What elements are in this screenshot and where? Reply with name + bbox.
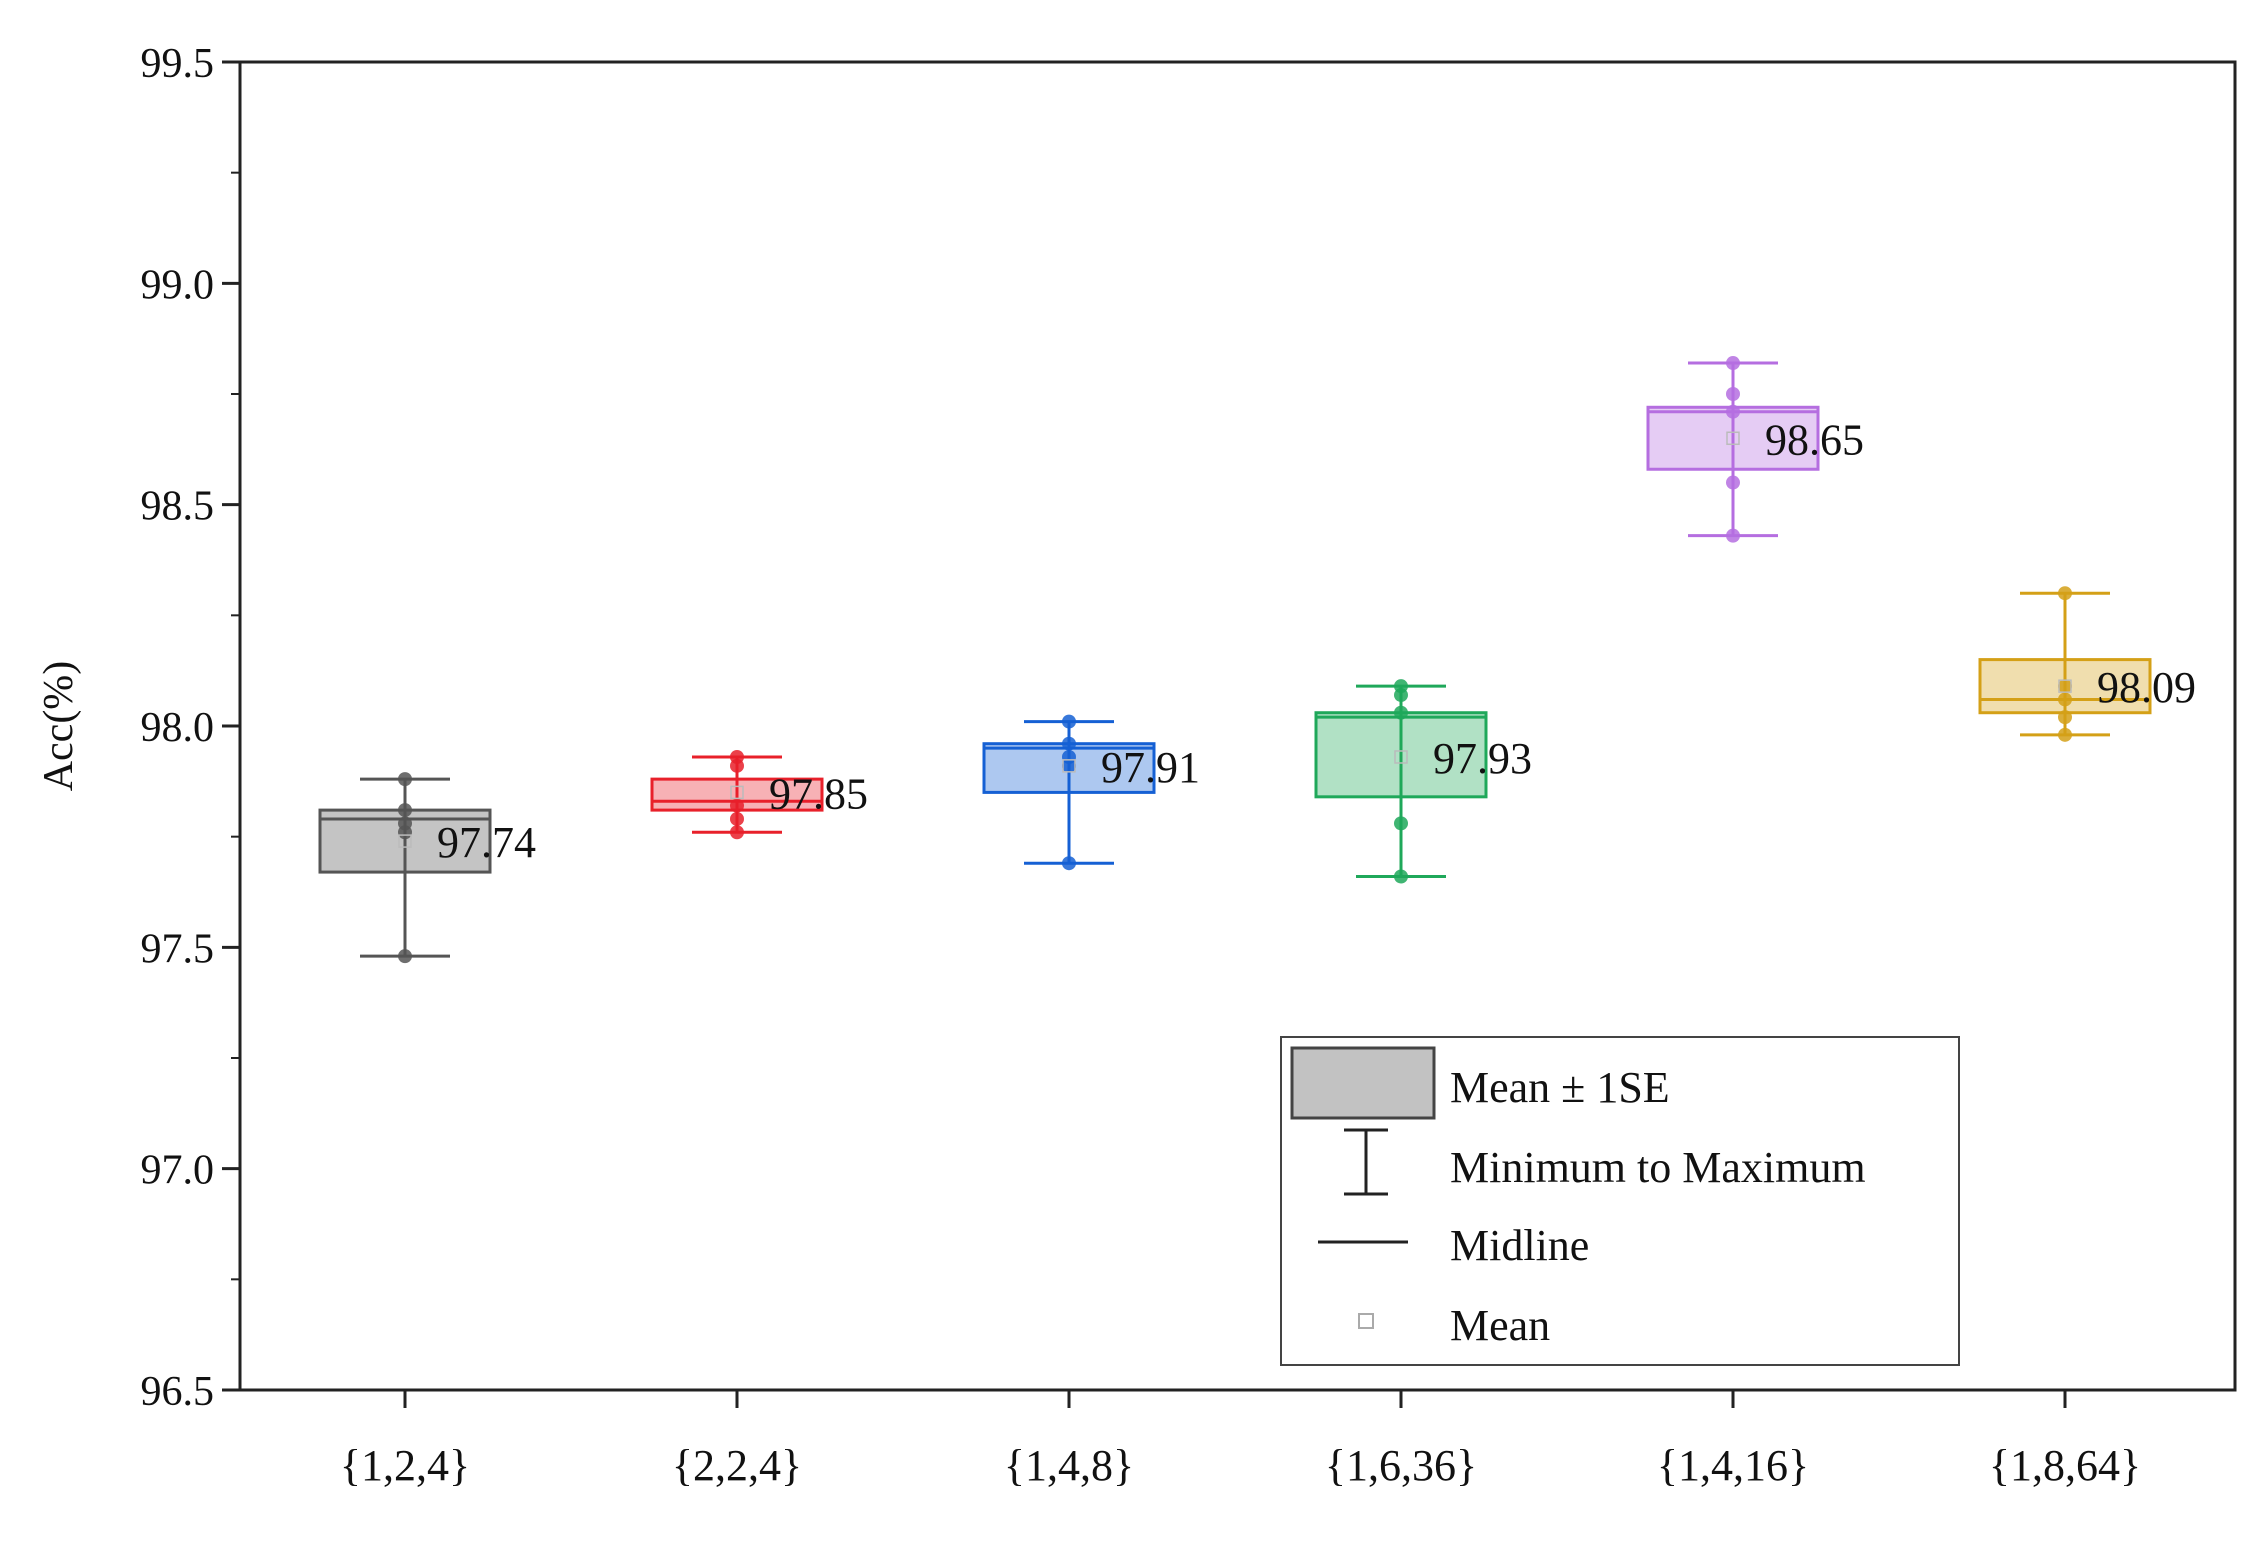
data-point <box>1394 679 1408 694</box>
mean-label: 98.09 <box>2097 663 2196 712</box>
x-tick-label: {1,8,64} <box>1989 1441 2141 1490</box>
y-axis-label: Acc(%) <box>36 661 82 792</box>
data-point <box>398 949 412 964</box>
data-point <box>730 749 744 764</box>
y-tick-label: 97.5 <box>141 926 215 972</box>
mean-marker <box>1394 750 1408 764</box>
data-point <box>730 798 744 813</box>
y-tick-label: 98.5 <box>141 484 215 530</box>
data-point <box>730 811 744 826</box>
data-point <box>2058 692 2072 707</box>
x-axis: {1,2,4} {2,2,4} {1,4,8} {1,6,36} {1,4,16} {1,… <box>340 1390 2141 1490</box>
legend-minmax-label: Minimum to Maximum <box>1450 1143 1866 1192</box>
mean-marker <box>1062 759 1076 773</box>
legend-se-swatch <box>1290 1046 1436 1120</box>
y-axis: 96.5 97.0 97.5 98.0 98.5 99.0 99.5 <box>141 41 240 1415</box>
boxes-layer: 97.74 97.85 97.91 97.93 98.65 98.09 <box>318 356 2196 964</box>
data-point <box>1726 356 1740 371</box>
data-point <box>1062 856 1076 871</box>
box-group: 98.09 <box>1978 586 2196 742</box>
box-group: 97.91 <box>982 714 1200 871</box>
y-tick-label: 99.5 <box>141 41 215 87</box>
data-point <box>2058 710 2072 725</box>
data-point <box>1062 749 1076 764</box>
mean-label: 97.93 <box>1433 734 1532 783</box>
x-tick-label: {1,6,36} <box>1325 1441 1477 1490</box>
data-point <box>1726 528 1740 543</box>
x-tick-label: {1,4,16} <box>1657 1441 1809 1490</box>
mean-marker <box>1726 431 1740 446</box>
legend-mean-icon <box>1358 1313 1374 1329</box>
mean-marker <box>2058 679 2072 693</box>
legend: Mean ± 1SE Minimum to Maximum Midline Me… <box>1280 1036 1960 1366</box>
data-point <box>1062 714 1076 729</box>
data-point <box>1726 387 1740 401</box>
data-point <box>1726 475 1740 490</box>
mean-label: 97.74 <box>437 818 536 867</box>
data-point <box>1394 869 1408 884</box>
data-point <box>1394 816 1408 831</box>
mean-label: 97.91 <box>1101 743 1200 792</box>
data-point <box>1726 404 1740 419</box>
mean-label: 97.85 <box>769 769 868 818</box>
mean-marker <box>398 834 412 848</box>
legend-mean-label: Mean <box>1450 1301 1550 1350</box>
legend-midline-label: Midline <box>1450 1221 1589 1270</box>
data-point <box>2058 727 2072 742</box>
data-point <box>398 772 412 787</box>
box-group: 97.85 <box>650 749 868 840</box>
legend-se-label: Mean ± 1SE <box>1450 1063 1670 1112</box>
box-group: 98.65 <box>1646 356 1864 543</box>
mean-label: 98.65 <box>1765 415 1864 464</box>
x-tick-label: {1,4,8} <box>1004 1441 1134 1490</box>
data-point <box>730 825 744 840</box>
data-point <box>2058 679 2072 694</box>
data-point <box>398 816 412 831</box>
x-tick-label: {1,2,4} <box>340 1441 470 1490</box>
data-point <box>2058 586 2072 601</box>
mean-marker <box>730 785 744 800</box>
y-tick-label: 98.0 <box>141 705 215 751</box>
y-tick-label: 99.0 <box>141 262 215 308</box>
box-group: 97.93 <box>1314 679 1532 884</box>
data-point <box>1394 705 1408 720</box>
y-tick-label: 96.5 <box>141 1369 215 1415</box>
x-tick-label: {2,2,4} <box>672 1441 802 1490</box>
box-group: 97.74 <box>318 772 536 964</box>
legend-whisker-icon <box>1344 1128 1388 1196</box>
y-tick-label: 97.0 <box>141 1148 215 1194</box>
data-point <box>1062 736 1076 751</box>
data-point <box>398 803 412 818</box>
